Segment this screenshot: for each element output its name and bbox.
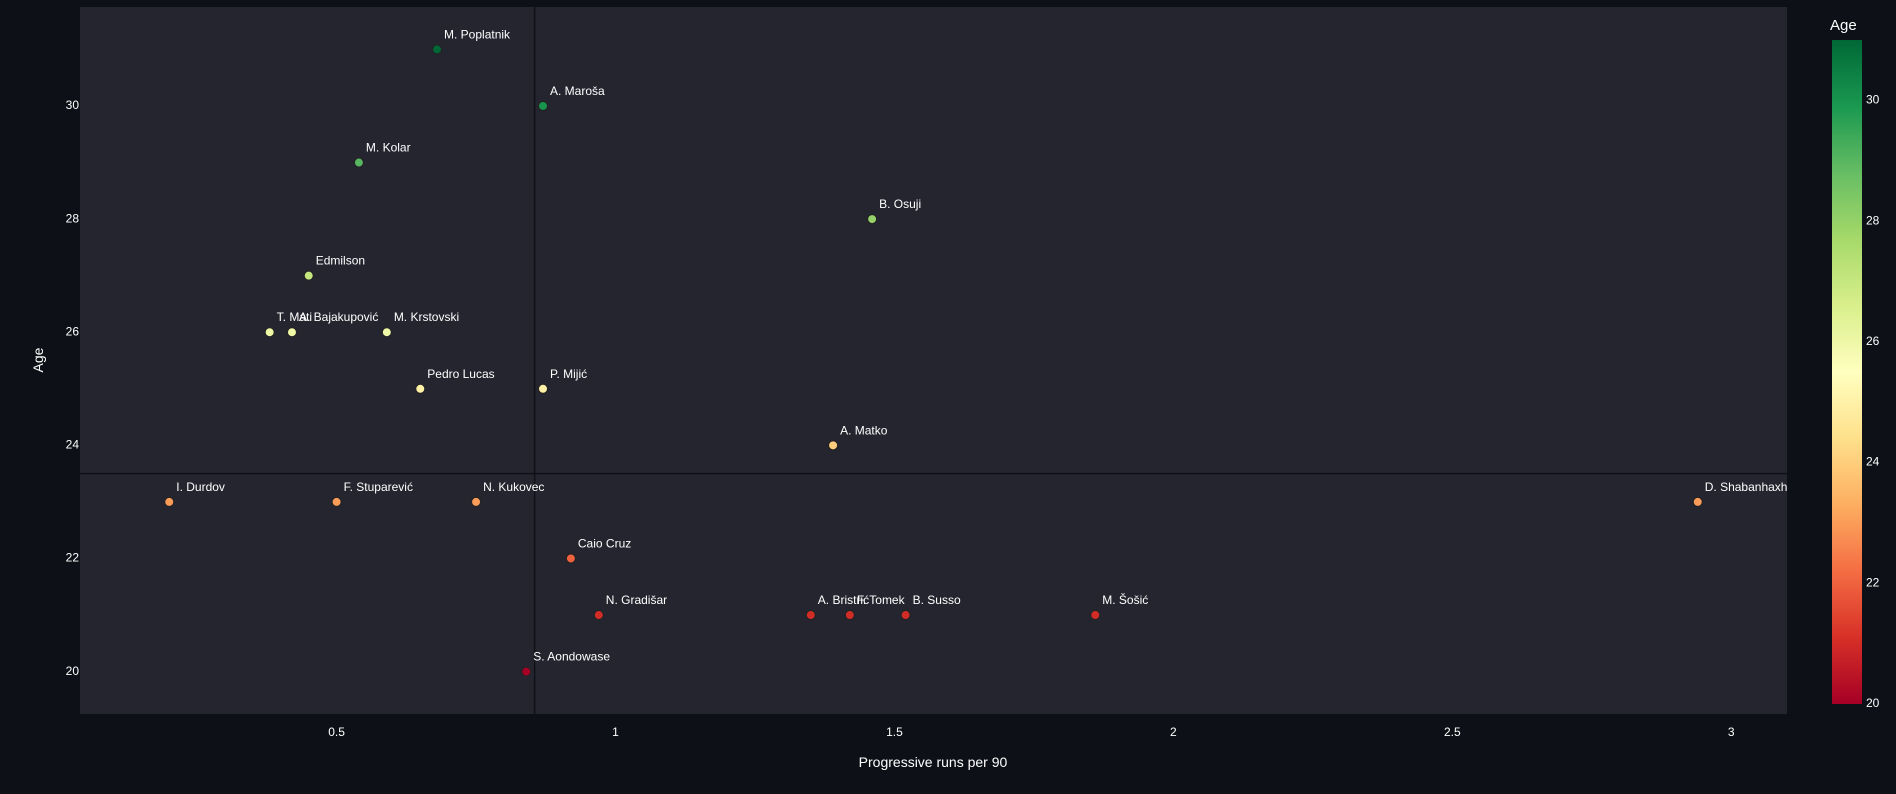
data-point[interactable] bbox=[471, 496, 482, 507]
data-point[interactable] bbox=[331, 496, 342, 507]
colorbar-tick-label: 26 bbox=[1866, 334, 1880, 348]
y-tick-label: 24 bbox=[66, 438, 80, 452]
y-axis-ticks: 20 22 24 26 28 30 bbox=[66, 98, 80, 678]
data-point[interactable] bbox=[565, 553, 576, 564]
point-label: T. Mati bbox=[277, 310, 312, 324]
data-point[interactable] bbox=[353, 157, 364, 168]
data-point[interactable] bbox=[432, 44, 443, 55]
y-tick-label: 28 bbox=[66, 211, 80, 225]
point-label: A. Bajakupović bbox=[299, 310, 378, 324]
point-label: B. Susso bbox=[913, 593, 961, 607]
colorbar-tick-label: 24 bbox=[1866, 455, 1880, 469]
data-point[interactable] bbox=[1692, 496, 1703, 507]
data-point[interactable] bbox=[164, 496, 175, 507]
data-point[interactable] bbox=[844, 610, 855, 621]
colorbar-tick-label: 28 bbox=[1866, 213, 1880, 227]
x-tick-label: 1.5 bbox=[886, 725, 903, 739]
data-point[interactable] bbox=[900, 610, 911, 621]
y-tick-label: 26 bbox=[66, 324, 80, 338]
point-label: A. Maroša bbox=[550, 84, 605, 98]
y-axis-title: Age bbox=[30, 347, 46, 372]
data-point[interactable] bbox=[521, 666, 532, 677]
plot-background bbox=[80, 7, 1787, 714]
colorbar-title: Age bbox=[1830, 17, 1857, 34]
point-label: M. Krstovski bbox=[394, 310, 459, 324]
data-point[interactable] bbox=[593, 610, 604, 621]
point-label: M. Kolar bbox=[366, 141, 411, 155]
x-axis-ticks: 0.5 1 1.5 2 2.5 3 bbox=[328, 725, 1735, 739]
point-label: M. Šošić bbox=[1102, 592, 1148, 607]
data-point[interactable] bbox=[867, 214, 878, 225]
y-tick-label: 30 bbox=[66, 98, 80, 112]
point-label: Pedro Lucas bbox=[427, 367, 494, 381]
data-point[interactable] bbox=[805, 610, 816, 621]
data-point[interactable] bbox=[1090, 610, 1101, 621]
data-point[interactable] bbox=[538, 100, 549, 111]
colorbar-tick-label: 22 bbox=[1866, 575, 1880, 589]
point-label: Edmilson bbox=[316, 254, 365, 268]
point-label: F. Tomek bbox=[857, 593, 906, 607]
colorbar-tick-label: 20 bbox=[1866, 696, 1880, 710]
x-tick-label: 1 bbox=[612, 725, 619, 739]
point-label: N. Gradišar bbox=[606, 593, 667, 607]
data-points: M. Poplatnik A. Maroša M. Kolar B. Osuji Edm… bbox=[164, 27, 1797, 677]
point-label: M. Poplatnik bbox=[444, 27, 511, 41]
x-axis-title: Progressive runs per 90 bbox=[859, 754, 1008, 770]
point-label: I. Durdov bbox=[176, 480, 225, 494]
data-point[interactable] bbox=[303, 270, 314, 281]
data-point[interactable] bbox=[381, 327, 392, 338]
data-point[interactable] bbox=[264, 327, 275, 338]
colorbar bbox=[1832, 40, 1862, 704]
data-point[interactable] bbox=[286, 327, 297, 338]
data-point[interactable] bbox=[828, 440, 839, 451]
colorbar-ticks: 20 22 24 26 28 30 bbox=[1866, 93, 1880, 711]
point-label: Caio Cruz bbox=[578, 536, 631, 550]
data-point[interactable] bbox=[538, 383, 549, 394]
data-point[interactable] bbox=[415, 383, 426, 394]
point-label: N. Kukovec bbox=[483, 480, 544, 494]
x-tick-label: 2.5 bbox=[1444, 725, 1461, 739]
y-tick-label: 20 bbox=[66, 664, 80, 678]
point-label: B. Osuji bbox=[879, 197, 921, 211]
colorbar-tick-label: 30 bbox=[1866, 93, 1880, 107]
x-tick-label: 2 bbox=[1170, 725, 1177, 739]
point-label: A. Matko bbox=[840, 423, 888, 437]
point-label: P. Mijić bbox=[550, 367, 587, 381]
point-label: D. Shabanhaxhaj bbox=[1705, 480, 1797, 494]
x-tick-label: 0.5 bbox=[328, 725, 345, 739]
y-tick-label: 22 bbox=[66, 551, 80, 565]
point-label: A. Bristrić bbox=[818, 593, 869, 607]
point-label: F. Stuparević bbox=[344, 480, 413, 494]
point-label: S. Aondowase bbox=[533, 650, 610, 664]
x-tick-label: 3 bbox=[1728, 725, 1735, 739]
